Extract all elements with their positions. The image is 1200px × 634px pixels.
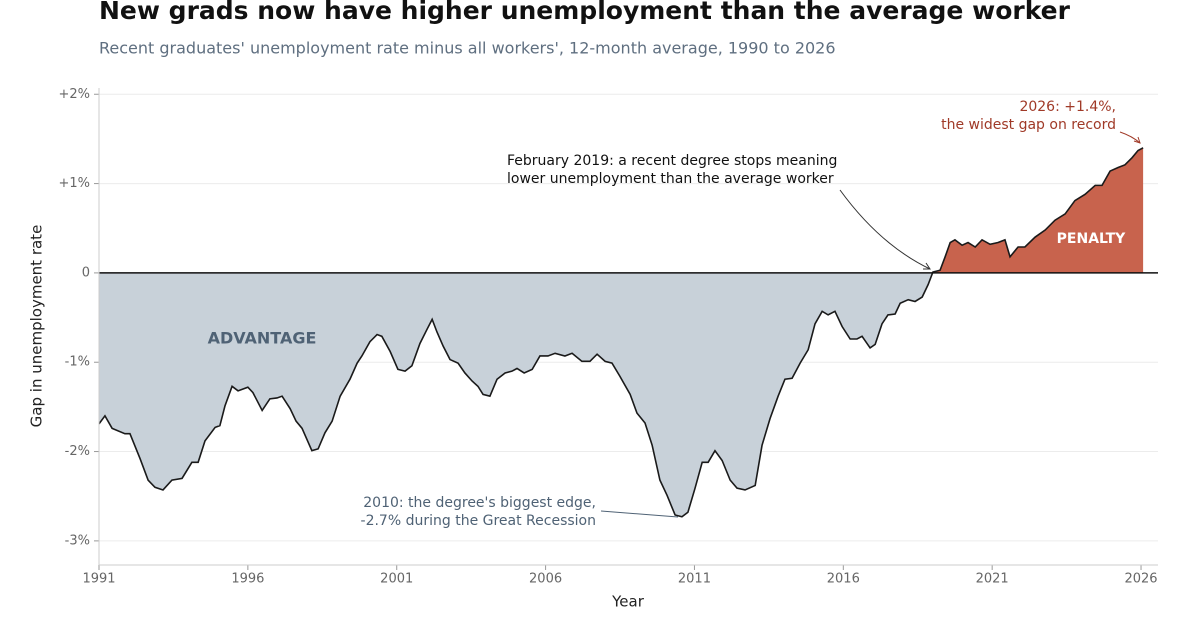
area-positive <box>99 147 1144 273</box>
y-tick-label: 0 <box>82 265 90 280</box>
x-axis-label: Year <box>611 593 645 611</box>
annotation: lower unemployment than the average work… <box>507 171 834 187</box>
line <box>98 147 1144 518</box>
y-tick-label: +2% <box>58 87 90 102</box>
x-tick-label: 2006 <box>529 572 562 587</box>
x-tick-label: 2011 <box>678 572 711 587</box>
x-tick-label: 2026 <box>1124 572 1157 587</box>
annotation-line <box>600 510 679 518</box>
annotation: 2010: the degree's biggest edge, <box>363 495 596 511</box>
chart-subtitle: Recent graduates' unemployment rate minu… <box>99 39 836 58</box>
region-label: ADVANTAGE <box>208 329 317 348</box>
y-axis-label: Gap in unemployment rate <box>28 225 46 428</box>
y-tick-label: -2% <box>65 444 90 459</box>
annotation: the widest gap on record <box>941 117 1116 133</box>
annotation: February 2019: a recent degree stops mea… <box>507 153 837 169</box>
region-label: PENALTY <box>1057 231 1127 247</box>
annotation: 2026: +1.4%, <box>1019 99 1116 115</box>
chart-title: New grads now have higher unemployment t… <box>99 0 1071 25</box>
y-tick-label: -3% <box>65 533 90 548</box>
x-tick-label: 1996 <box>231 572 264 587</box>
x-tick-label: 2001 <box>380 572 413 587</box>
annotation-arrow <box>839 189 931 270</box>
annotation: -2.7% during the Great Recession <box>361 513 596 529</box>
y-tick-label: +1% <box>58 176 90 191</box>
annotation-arrowhead <box>923 262 931 270</box>
x-tick-label: 2016 <box>827 572 860 587</box>
annotation-arrow <box>1119 131 1141 144</box>
x-tick-label: 2021 <box>976 572 1009 587</box>
y-tick-label: -1% <box>65 355 90 370</box>
area-negative <box>99 272 933 517</box>
annotation-arrowhead <box>1133 136 1141 144</box>
x-tick-label: 1991 <box>82 572 115 587</box>
